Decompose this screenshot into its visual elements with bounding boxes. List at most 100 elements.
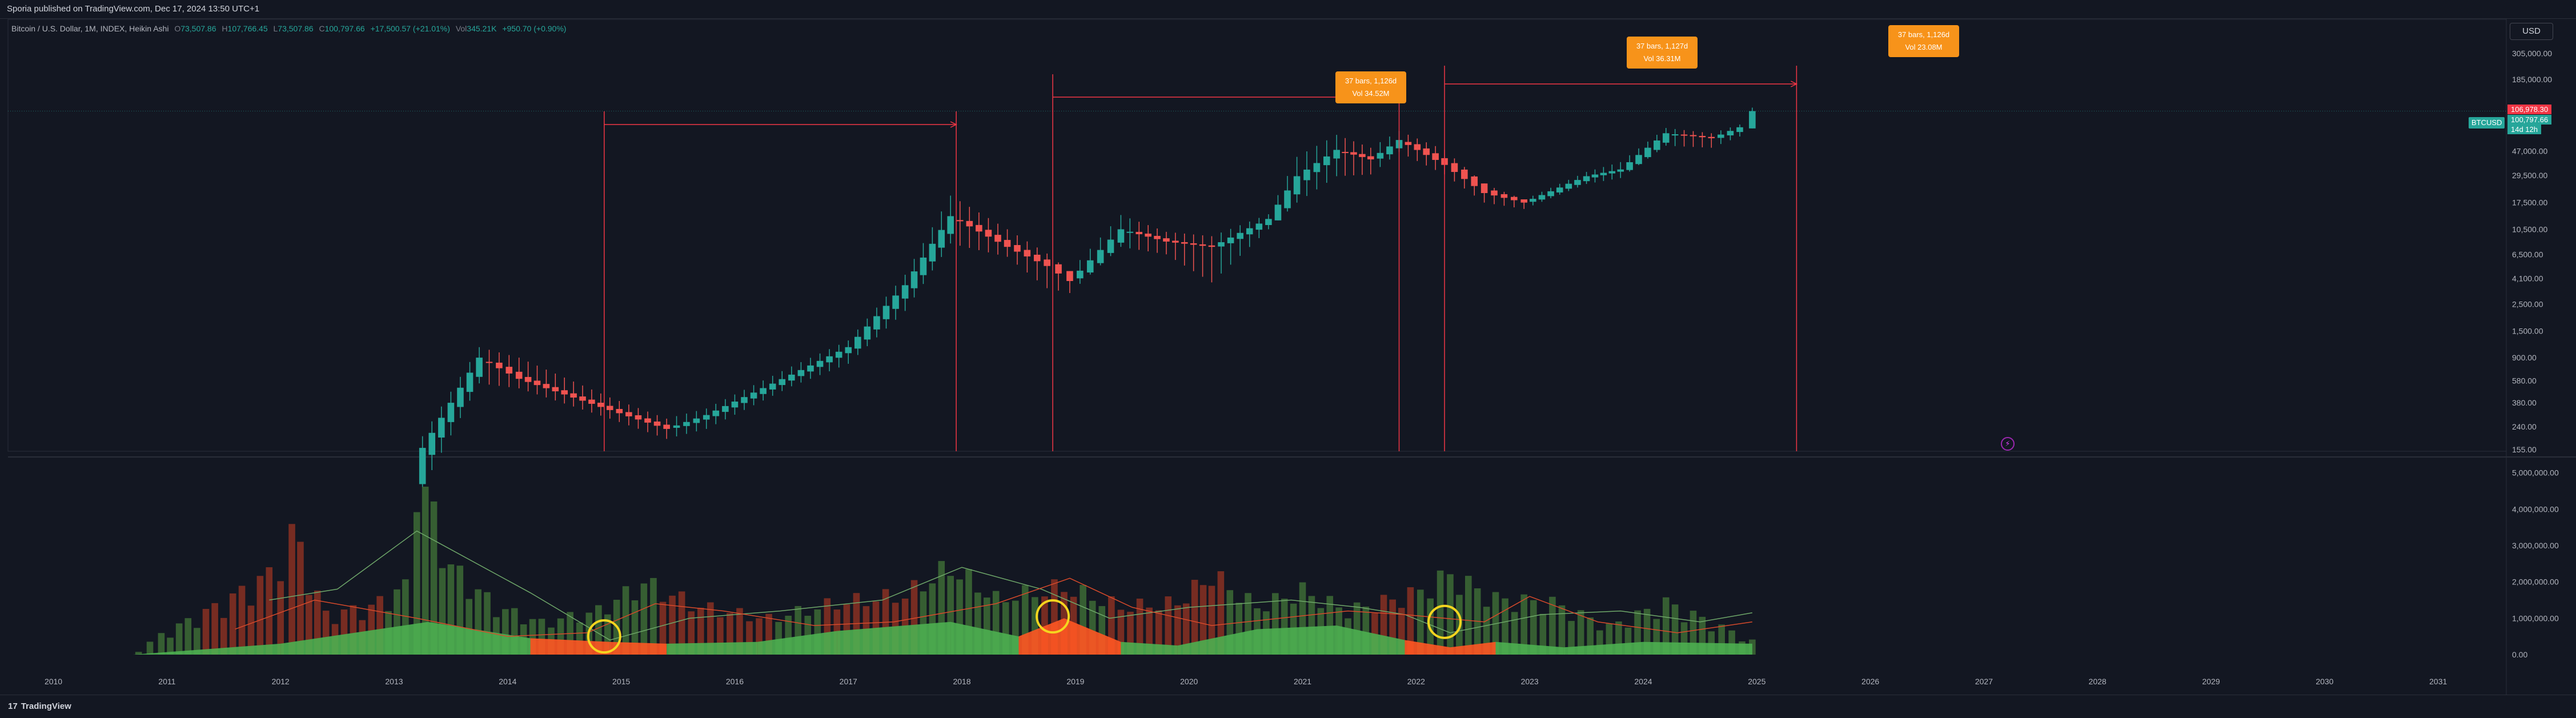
candle-body [515,371,523,379]
candle-body [1246,228,1253,235]
time-axis-tick: 2022 [1407,677,1425,686]
candle-body [570,393,577,398]
candle-body [552,387,559,392]
volume-bar [1108,596,1115,655]
candle-body [1671,134,1679,136]
candle-body [1265,219,1272,225]
volume-area [280,621,428,655]
volume-bar [1447,574,1454,655]
volume-bar [622,586,629,655]
volume-bar [1002,602,1009,655]
candle-body [1591,174,1599,178]
candle-body [561,390,568,395]
candle-body [1386,146,1393,155]
symbol-title[interactable]: Bitcoin / U.S. Dollar, 1M, INDEX, Heikin… [11,24,169,33]
volume-bar [1511,612,1518,655]
tradingview-brand[interactable]: 17 TradingView [8,701,71,711]
volume-bar [1308,596,1315,655]
candle-body [438,418,445,438]
candle-body [1377,153,1384,159]
time-axis-tick: 2025 [1748,677,1766,686]
open-label: O [174,24,181,33]
time-axis-tick: 2015 [612,677,630,686]
candle-body [1414,144,1421,150]
volume-bar [736,608,743,655]
volume-area [757,631,837,655]
candle-body [1145,233,1151,237]
candle-body [447,403,455,422]
lightning-icon[interactable]: ⚡ [2001,437,2015,451]
measure-1-volume: Vol 34.52M [1352,89,1390,98]
candle-body [1172,240,1179,243]
volume-bar [965,569,972,655]
volume-bar [1326,596,1334,655]
candle-body [1004,240,1011,247]
volume-bar [297,541,304,655]
volume-bar [202,609,210,655]
measure-label-2[interactable]: 37 bars, 1,127d Vol 36.31M [1627,37,1698,69]
highlight-circle [1036,599,1070,634]
candle-body [985,230,992,237]
candle-body [882,306,890,319]
countdown-tag: 14d 12h [2507,125,2541,134]
candle-body [1617,169,1624,172]
candle-body [1086,260,1094,273]
candle-body [693,418,700,423]
time-axis-tick: 2029 [2202,677,2220,686]
candle-body [476,358,483,377]
currency-button[interactable]: USD [2510,23,2553,40]
volume-bar [910,580,918,655]
candle-body [1461,169,1468,179]
volume-bar [175,623,183,655]
symbol-legend[interactable]: Bitcoin / U.S. Dollar, 1M, INDEX, Heikin… [11,24,569,33]
candle-body [1626,162,1633,170]
volume-bar [1174,605,1181,655]
candle-body [606,406,613,410]
candle-body [703,415,710,420]
range-arrow-head [1791,81,1798,87]
volume-bar [484,592,491,655]
volume-bar [717,617,724,655]
volume-bar [256,576,264,655]
top-bar: Sporia published on TradingView.com, Dec… [0,0,2576,19]
volume-bar [1502,598,1508,655]
candle-body [1342,151,1349,153]
time-axis-tick: 2020 [1180,677,1198,686]
price-axis-tick: 29,500.00 [2512,171,2547,180]
volume-value: 345.21K [467,24,497,33]
price-axis-tick: 47,000.00 [2512,146,2547,155]
volume-bar [288,524,295,655]
candle-body [750,392,757,399]
volume-bar [1272,593,1279,655]
volume-bar [277,581,284,655]
volume-bar [1643,608,1651,655]
time-axis-tick: 2021 [1294,677,1311,686]
candle-body [1608,171,1616,174]
candle-body [1255,223,1263,230]
volume-bar [1558,605,1566,655]
measure-label-3[interactable]: 37 bars, 1,126d Vol 23.08M [1888,25,1959,57]
volume-bar [1155,610,1162,655]
candle-body [1293,176,1301,195]
measure-label-1[interactable]: 37 bars, 1,126d Vol 34.52M [1335,71,1406,103]
volume-bar [795,606,802,655]
volume-bar [1235,603,1242,655]
volume-bar [314,590,321,655]
volume-bar [1417,589,1424,655]
volume-bar [1708,631,1715,655]
price-axis-tick: 185,000.00 [2512,75,2552,84]
volume-bar [1407,587,1414,655]
candle-body [797,370,805,376]
volume-area [1643,641,1752,655]
time-axis-tick: 2019 [1066,677,1084,686]
range-arrow-head [950,121,957,128]
candle-body [683,422,690,426]
candle-body [712,410,720,416]
candle-body [1044,259,1050,266]
candle-body [673,425,680,428]
volume-bar [1041,596,1048,655]
volume-bar [1680,622,1688,655]
candle-body [635,415,642,420]
volume-bar [659,601,667,655]
